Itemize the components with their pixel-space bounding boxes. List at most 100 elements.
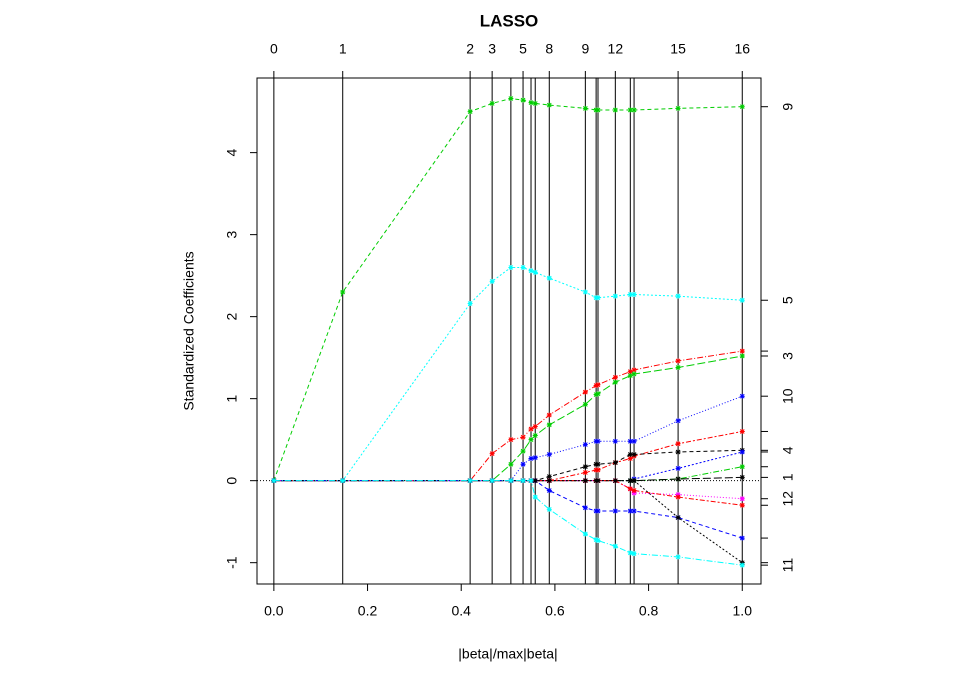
x2-tick-label: 16 (734, 41, 750, 57)
coef-point (739, 353, 745, 359)
coef-point (627, 451, 633, 457)
x2-tick-label: 12 (608, 41, 624, 57)
coef-point (582, 478, 588, 484)
coef-point (739, 104, 745, 110)
coef-point (675, 465, 681, 471)
coef-point (739, 449, 745, 455)
y2-tick-label: 11 (780, 558, 796, 573)
coef-point (528, 268, 534, 274)
coef-point (739, 474, 745, 480)
coef-point (467, 478, 473, 484)
coef-point (612, 460, 618, 466)
x2-tick-label: 1 (339, 41, 347, 57)
coef-point (582, 469, 588, 475)
coef-point (675, 449, 681, 455)
x-tick-label: 0.0 (264, 603, 284, 619)
coef-point (582, 401, 588, 407)
coef-point (627, 456, 633, 462)
coef-point (508, 478, 514, 484)
y-tick-label: 4 (224, 149, 240, 157)
x2-tick-label: 2 (466, 41, 474, 57)
coef-point (631, 107, 637, 113)
coef-point (528, 100, 534, 106)
coef-point (631, 551, 637, 557)
coef-point (595, 107, 601, 113)
coef-point (612, 374, 618, 380)
coef-point (631, 371, 637, 377)
y-tick-label: 3 (224, 231, 240, 239)
coef-point (528, 426, 534, 432)
coef-point (582, 505, 588, 511)
coef-point (631, 367, 637, 373)
coef-point (520, 461, 526, 467)
coef-point (612, 508, 618, 514)
coef-point (520, 434, 526, 440)
coef-point (489, 478, 495, 484)
coef-point (739, 496, 745, 502)
coef-point (546, 488, 552, 494)
coef-point (631, 451, 637, 457)
coef-point (675, 554, 681, 560)
coef-point (508, 461, 514, 467)
coef-point (271, 478, 277, 484)
coef-point (582, 389, 588, 395)
x-tick-label: 0.2 (358, 603, 378, 619)
coef-point (627, 107, 633, 113)
coef-point (627, 369, 633, 375)
y2-tick-label: 5 (780, 296, 796, 304)
y-tick-label: 0 (224, 477, 240, 485)
coef-path (273, 97, 743, 481)
coef-point (612, 107, 618, 113)
coef-point (627, 373, 633, 379)
coef-point (532, 478, 538, 484)
y2-tick-label: 1 (780, 473, 796, 481)
coef-point (612, 543, 618, 549)
coef-point (593, 537, 599, 543)
y2-tick-label: 10 (780, 388, 796, 404)
coef-point (582, 289, 588, 295)
x-tick-label: 0.6 (545, 603, 565, 619)
coef-point (593, 383, 599, 389)
coef-point (582, 531, 588, 537)
coef-point (631, 292, 637, 298)
coef-point (675, 494, 681, 500)
coef-point (340, 478, 346, 484)
coef-point (739, 393, 745, 399)
x2-tick-label: 8 (545, 41, 553, 57)
coef-point (467, 109, 473, 115)
coef-point (532, 433, 538, 439)
coef-point (489, 100, 495, 106)
coef-point (546, 275, 552, 281)
x-tick-label: 1.0 (733, 603, 753, 619)
coef-point (546, 102, 552, 108)
x2-tick-label: 0 (270, 41, 278, 57)
coef-point (631, 478, 637, 484)
coef-point (739, 502, 745, 508)
coef-point (612, 379, 618, 385)
coef-point (739, 428, 745, 434)
coef-point (532, 424, 538, 430)
coef-point (739, 535, 745, 541)
coef-point (546, 478, 552, 484)
x-tick-label: 0.4 (451, 603, 471, 619)
x-axis-label: |beta|/max|beta| (458, 646, 557, 662)
coef-point (595, 382, 601, 388)
coef-point (508, 96, 514, 102)
coef-point (675, 515, 681, 521)
coef-point (612, 438, 618, 444)
coef-point (508, 264, 514, 270)
coef-point (546, 506, 552, 512)
coef-point (546, 451, 552, 457)
coef-point (595, 538, 601, 544)
coef-point (582, 105, 588, 111)
coef-point (595, 391, 601, 397)
coef-point (520, 97, 526, 103)
coef-point (546, 412, 552, 418)
coef-point (593, 392, 599, 398)
coef-point (675, 441, 681, 447)
y-tick-label: -1 (224, 556, 240, 569)
coef-point (508, 437, 514, 443)
chart-title: LASSO (480, 11, 539, 30)
